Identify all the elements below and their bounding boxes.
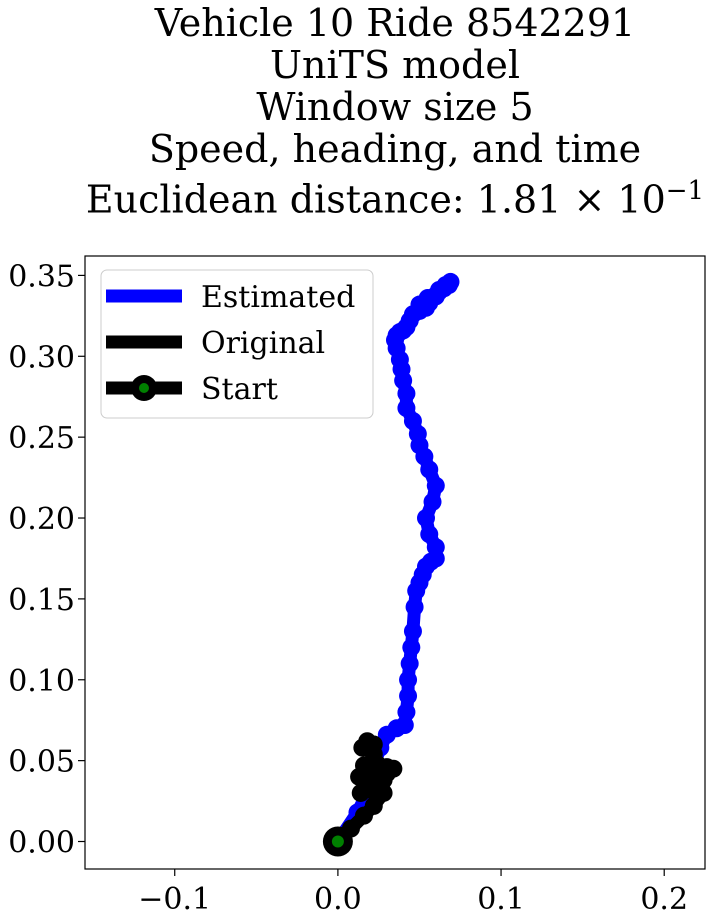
legend-original-label: Original bbox=[201, 326, 325, 361]
series-point-estimated bbox=[417, 509, 435, 528]
title-distance-prefix: Euclidean distance: 1.81 bbox=[85, 177, 562, 222]
series-point-estimated bbox=[397, 703, 416, 722]
y-tick-label: 0.25 bbox=[8, 421, 75, 456]
legend: Estimated Original Start bbox=[100, 269, 374, 419]
legend-estimated-label: Estimated bbox=[201, 280, 355, 315]
title-distance-times: × bbox=[573, 177, 606, 222]
title-line-4: Speed, heading, and time bbox=[148, 127, 642, 171]
series-point-estimated bbox=[400, 654, 419, 673]
x-axis: −0.1 0.0 0.1 0.2 bbox=[138, 869, 688, 917]
series-point-estimated bbox=[410, 295, 429, 314]
legend-start-label: Start bbox=[201, 372, 278, 407]
series-point-original bbox=[364, 796, 383, 815]
x-tick-label: 0.1 bbox=[477, 882, 525, 917]
series-point-original bbox=[353, 738, 372, 757]
legend-start-marker-inner bbox=[139, 383, 149, 393]
series-point-estimated bbox=[399, 686, 418, 705]
title-line-3: Window size 5 bbox=[256, 85, 534, 129]
series-point-estimated bbox=[426, 476, 445, 495]
y-tick-label: 0.35 bbox=[8, 259, 75, 294]
series-point-estimated bbox=[399, 670, 418, 689]
series-point-estimated bbox=[405, 597, 424, 616]
y-tick-label: 0.00 bbox=[8, 826, 75, 861]
title-line-2: UniTS model bbox=[270, 43, 520, 87]
series-point-estimated bbox=[420, 525, 439, 544]
y-tick-label: 0.30 bbox=[8, 340, 75, 375]
series-point-estimated bbox=[397, 399, 416, 418]
title-line-5: Euclidean distance: 1.81 × 10−1 bbox=[0, 170, 713, 221]
x-tick-label: −0.1 bbox=[138, 882, 211, 917]
title-distance-exponent: −1 bbox=[665, 176, 705, 206]
y-tick-label: 0.15 bbox=[8, 583, 75, 618]
y-axis: 0.00 0.05 0.10 0.15 0.20 0.25 0.30 0.35 bbox=[8, 259, 85, 861]
chart-title: Vehicle 10 Ride 8542291 UniTS model Wind… bbox=[0, 2, 713, 221]
series-point-estimated bbox=[423, 492, 442, 511]
title-line-1: Vehicle 10 Ride 8542291 bbox=[154, 1, 636, 45]
y-tick-label: 0.20 bbox=[8, 502, 75, 537]
x-tick-label: 0.2 bbox=[640, 882, 688, 917]
legend-box bbox=[100, 269, 374, 419]
series-layer bbox=[322, 272, 460, 857]
start-marker-inner bbox=[331, 835, 344, 848]
title-distance-base: 10 bbox=[617, 177, 666, 222]
series-point-estimated bbox=[402, 638, 421, 657]
series-point-estimated bbox=[403, 622, 422, 641]
x-tick-label: 0.0 bbox=[314, 882, 362, 917]
y-tick-label: 0.05 bbox=[8, 745, 75, 780]
y-tick-label: 0.10 bbox=[8, 664, 75, 699]
